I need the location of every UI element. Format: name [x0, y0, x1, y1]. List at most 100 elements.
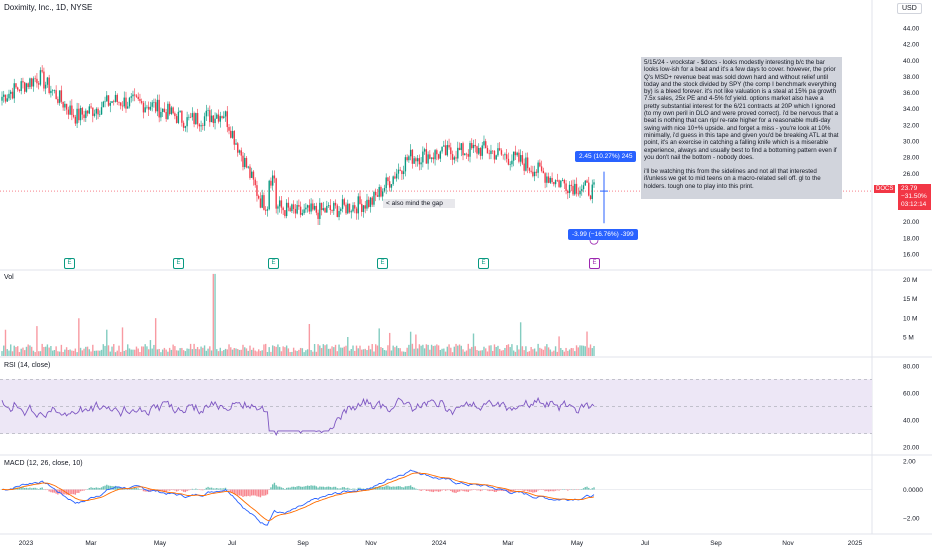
candle-body: [147, 106, 150, 110]
macd-histogram-bar: [231, 489, 234, 493]
volume-bar: [568, 349, 571, 356]
volume-bar: [395, 345, 398, 356]
macd-histogram-bar: [399, 486, 401, 490]
volume-bar: [36, 326, 38, 356]
volume-bar: [528, 351, 531, 356]
macd-histogram-bar: [128, 489, 131, 490]
macd-histogram-bar: [329, 486, 332, 490]
upcoming-earnings-icon[interactable]: E: [589, 258, 600, 269]
volume-bar: [593, 345, 595, 356]
candle-body: [514, 151, 517, 156]
volume-bar: [505, 344, 508, 356]
earnings-icon[interactable]: E: [478, 258, 489, 269]
volume-bar: [577, 347, 579, 356]
candle-body: [350, 211, 352, 213]
candle-body: [455, 157, 457, 159]
volume-bar: [333, 347, 335, 356]
candle-body: [254, 179, 256, 186]
macd-histogram-bar: [509, 489, 511, 493]
macd-histogram-bar: [547, 489, 550, 492]
candle-body: [50, 90, 52, 94]
macd-histogram-bar: [464, 489, 466, 492]
macd-histogram-bar: [441, 489, 443, 491]
candle-body: [422, 151, 424, 163]
candle-body: [193, 113, 195, 125]
macd-histogram-bar: [427, 489, 429, 491]
volume-bar: [125, 349, 127, 356]
volume-bar: [261, 350, 263, 356]
macd-histogram-bar: [395, 486, 398, 490]
candle-body: [266, 209, 269, 211]
candle-body: [341, 199, 344, 209]
macd-histogram-bar: [251, 489, 253, 496]
macd-histogram-bar: [303, 486, 305, 490]
candle-body: [158, 99, 160, 118]
earnings-icon[interactable]: E: [377, 258, 388, 269]
time-tick-label: 2025: [848, 540, 863, 547]
macd-histogram-bar: [53, 489, 56, 493]
volume-bar: [567, 350, 569, 356]
volume-bar: [362, 349, 365, 356]
candle-body: [530, 170, 532, 172]
candle-body: [15, 83, 17, 88]
candle-body: [273, 175, 276, 179]
macd-histogram-bar: [228, 489, 230, 491]
volume-bar: [86, 346, 89, 356]
volume-bar: [488, 345, 490, 356]
candle-body: [472, 144, 475, 149]
candle-body: [443, 145, 445, 147]
macd-histogram-bar: [230, 489, 232, 493]
earnings-icon[interactable]: E: [64, 258, 75, 269]
volume-bar: [244, 347, 246, 356]
idea-note: 5/15/24 - vrockstar - $docs - looks mode…: [641, 57, 842, 200]
candle-body: [244, 157, 246, 168]
candle-body: [381, 191, 384, 197]
candle-body: [362, 205, 365, 212]
volume-bar: [373, 351, 375, 356]
volume-bar: [146, 346, 148, 356]
candle-body: [478, 148, 480, 154]
candle-body: [441, 146, 443, 152]
macd-histogram-bar: [172, 489, 174, 491]
candle-body: [271, 175, 274, 186]
macd-histogram-bar: [471, 489, 473, 491]
volume-bar: [273, 346, 276, 356]
candle-body: [334, 202, 337, 206]
volume-bar: [443, 348, 445, 356]
price-tick-label: 36.00: [903, 90, 920, 97]
macd-histogram-bar: [50, 489, 52, 493]
volume-bar: [313, 344, 316, 356]
volume-bar: [547, 347, 550, 356]
macd-histogram-bar: [41, 487, 43, 490]
candle-body: [492, 150, 494, 152]
candle-body: [565, 183, 567, 191]
macd-histogram-bar: [18, 487, 21, 490]
candle-body: [375, 191, 377, 196]
volume-bar: [134, 349, 136, 356]
volume-bar: [347, 336, 349, 356]
macd-histogram-bar: [212, 488, 215, 490]
candle-body: [509, 164, 511, 165]
macd-histogram-bar: [202, 489, 204, 491]
volume-bar: [167, 351, 169, 356]
macd-histogram-bar: [584, 487, 586, 490]
candle-body: [340, 208, 342, 212]
earnings-icon[interactable]: E: [268, 258, 279, 269]
macd-histogram-bar: [378, 486, 380, 490]
macd-histogram-bar: [462, 489, 464, 492]
volume-bar: [149, 340, 152, 356]
macd-histogram-bar: [259, 489, 262, 498]
macd-histogram-bar: [444, 489, 447, 491]
volume-bar: [455, 343, 457, 356]
volume-bar: [485, 348, 487, 356]
volume-bar: [92, 344, 94, 356]
volume-bar: [402, 351, 405, 356]
earnings-icon[interactable]: E: [173, 258, 184, 269]
candle-body: [528, 168, 531, 171]
candle-body: [495, 155, 497, 160]
candle-body: [294, 209, 297, 214]
macd-histogram-bar: [219, 488, 221, 490]
rsi-tick-label: 80.00: [903, 363, 920, 370]
currency-button[interactable]: USD: [897, 3, 922, 14]
